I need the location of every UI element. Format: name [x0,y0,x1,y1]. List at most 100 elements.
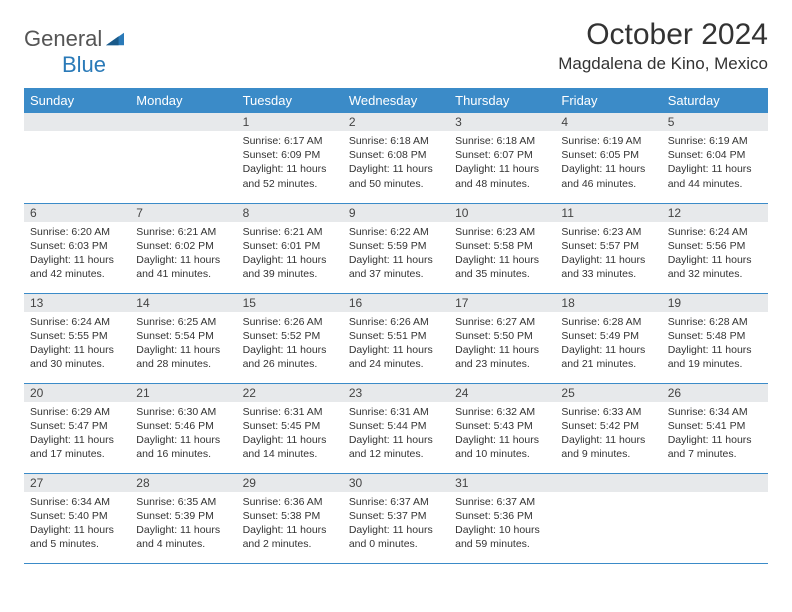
day-details: Sunrise: 6:23 AMSunset: 5:57 PMDaylight:… [555,222,661,286]
day-details: Sunrise: 6:28 AMSunset: 5:48 PMDaylight:… [662,312,768,376]
calendar-day-cell: 21Sunrise: 6:30 AMSunset: 5:46 PMDayligh… [130,383,236,473]
daylight-text: Daylight: 11 hours and 26 minutes. [243,343,337,371]
sunset-text: Sunset: 5:45 PM [243,419,337,433]
sunrise-text: Sunrise: 6:21 AM [136,225,230,239]
day-number [662,474,768,492]
day-number: 9 [343,204,449,222]
day-details: Sunrise: 6:26 AMSunset: 5:52 PMDaylight:… [237,312,343,376]
calendar-day-cell: 14Sunrise: 6:25 AMSunset: 5:54 PMDayligh… [130,293,236,383]
calendar-day-cell: 4Sunrise: 6:19 AMSunset: 6:05 PMDaylight… [555,113,661,203]
sunrise-text: Sunrise: 6:31 AM [349,405,443,419]
weekday-header: Saturday [662,88,768,113]
weekday-header: Thursday [449,88,555,113]
sunset-text: Sunset: 5:47 PM [30,419,124,433]
day-details: Sunrise: 6:23 AMSunset: 5:58 PMDaylight:… [449,222,555,286]
day-details: Sunrise: 6:31 AMSunset: 5:45 PMDaylight:… [237,402,343,466]
calendar-body: 1Sunrise: 6:17 AMSunset: 6:09 PMDaylight… [24,113,768,563]
calendar-day-cell: 27Sunrise: 6:34 AMSunset: 5:40 PMDayligh… [24,473,130,563]
day-number: 21 [130,384,236,402]
day-number: 13 [24,294,130,312]
day-number: 18 [555,294,661,312]
calendar-day-cell: 20Sunrise: 6:29 AMSunset: 5:47 PMDayligh… [24,383,130,473]
day-details: Sunrise: 6:37 AMSunset: 5:37 PMDaylight:… [343,492,449,556]
sunset-text: Sunset: 5:54 PM [136,329,230,343]
calendar-day-cell: 3Sunrise: 6:18 AMSunset: 6:07 PMDaylight… [449,113,555,203]
daylight-text: Daylight: 11 hours and 7 minutes. [668,433,762,461]
sunset-text: Sunset: 5:59 PM [349,239,443,253]
calendar-day-cell: 30Sunrise: 6:37 AMSunset: 5:37 PMDayligh… [343,473,449,563]
daylight-text: Daylight: 10 hours and 59 minutes. [455,523,549,551]
day-details: Sunrise: 6:26 AMSunset: 5:51 PMDaylight:… [343,312,449,376]
month-title: October 2024 [558,18,768,52]
day-details: Sunrise: 6:36 AMSunset: 5:38 PMDaylight:… [237,492,343,556]
daylight-text: Daylight: 11 hours and 39 minutes. [243,253,337,281]
sunrise-text: Sunrise: 6:27 AM [455,315,549,329]
daylight-text: Daylight: 11 hours and 30 minutes. [30,343,124,371]
day-details: Sunrise: 6:33 AMSunset: 5:42 PMDaylight:… [555,402,661,466]
sunset-text: Sunset: 5:36 PM [455,509,549,523]
day-number: 19 [662,294,768,312]
location: Magdalena de Kino, Mexico [558,54,768,74]
sunset-text: Sunset: 5:46 PM [136,419,230,433]
day-number: 10 [449,204,555,222]
brand-general: General [24,26,102,52]
daylight-text: Daylight: 11 hours and 37 minutes. [349,253,443,281]
sunset-text: Sunset: 6:03 PM [30,239,124,253]
day-number: 23 [343,384,449,402]
sunset-text: Sunset: 5:39 PM [136,509,230,523]
day-details: Sunrise: 6:25 AMSunset: 5:54 PMDaylight:… [130,312,236,376]
sunrise-text: Sunrise: 6:34 AM [668,405,762,419]
day-number [24,113,130,131]
sunrise-text: Sunrise: 6:22 AM [349,225,443,239]
day-details: Sunrise: 6:32 AMSunset: 5:43 PMDaylight:… [449,402,555,466]
day-details: Sunrise: 6:28 AMSunset: 5:49 PMDaylight:… [555,312,661,376]
sunrise-text: Sunrise: 6:28 AM [561,315,655,329]
calendar-day-cell: 23Sunrise: 6:31 AMSunset: 5:44 PMDayligh… [343,383,449,473]
daylight-text: Daylight: 11 hours and 52 minutes. [243,162,337,190]
calendar-day-cell: 19Sunrise: 6:28 AMSunset: 5:48 PMDayligh… [662,293,768,383]
day-details: Sunrise: 6:19 AMSunset: 6:05 PMDaylight:… [555,131,661,195]
sunrise-text: Sunrise: 6:24 AM [30,315,124,329]
calendar-day-cell: 24Sunrise: 6:32 AMSunset: 5:43 PMDayligh… [449,383,555,473]
daylight-text: Daylight: 11 hours and 21 minutes. [561,343,655,371]
sunset-text: Sunset: 5:48 PM [668,329,762,343]
sunset-text: Sunset: 5:41 PM [668,419,762,433]
sunset-text: Sunset: 5:42 PM [561,419,655,433]
daylight-text: Daylight: 11 hours and 17 minutes. [30,433,124,461]
daylight-text: Daylight: 11 hours and 33 minutes. [561,253,655,281]
calendar-day-cell: 28Sunrise: 6:35 AMSunset: 5:39 PMDayligh… [130,473,236,563]
calendar-day-cell: 7Sunrise: 6:21 AMSunset: 6:02 PMDaylight… [130,203,236,293]
daylight-text: Daylight: 11 hours and 16 minutes. [136,433,230,461]
sunrise-text: Sunrise: 6:23 AM [561,225,655,239]
day-details: Sunrise: 6:31 AMSunset: 5:44 PMDaylight:… [343,402,449,466]
sunrise-text: Sunrise: 6:37 AM [349,495,443,509]
day-details: Sunrise: 6:30 AMSunset: 5:46 PMDaylight:… [130,402,236,466]
daylight-text: Daylight: 11 hours and 24 minutes. [349,343,443,371]
sunrise-text: Sunrise: 6:33 AM [561,405,655,419]
day-details: Sunrise: 6:34 AMSunset: 5:40 PMDaylight:… [24,492,130,556]
day-details: Sunrise: 6:37 AMSunset: 5:36 PMDaylight:… [449,492,555,556]
calendar-week-row: 27Sunrise: 6:34 AMSunset: 5:40 PMDayligh… [24,473,768,563]
sunrise-text: Sunrise: 6:19 AM [561,134,655,148]
calendar-day-cell: 8Sunrise: 6:21 AMSunset: 6:01 PMDaylight… [237,203,343,293]
calendar-day-cell: 18Sunrise: 6:28 AMSunset: 5:49 PMDayligh… [555,293,661,383]
sunset-text: Sunset: 5:50 PM [455,329,549,343]
day-number: 25 [555,384,661,402]
sunset-text: Sunset: 5:51 PM [349,329,443,343]
sunrise-text: Sunrise: 6:23 AM [455,225,549,239]
day-details: Sunrise: 6:22 AMSunset: 5:59 PMDaylight:… [343,222,449,286]
calendar-day-cell: 15Sunrise: 6:26 AMSunset: 5:52 PMDayligh… [237,293,343,383]
daylight-text: Daylight: 11 hours and 0 minutes. [349,523,443,551]
day-details: Sunrise: 6:20 AMSunset: 6:03 PMDaylight:… [24,222,130,286]
day-number [555,474,661,492]
sunrise-text: Sunrise: 6:25 AM [136,315,230,329]
day-number: 11 [555,204,661,222]
day-details: Sunrise: 6:24 AMSunset: 5:56 PMDaylight:… [662,222,768,286]
day-details: Sunrise: 6:27 AMSunset: 5:50 PMDaylight:… [449,312,555,376]
sunrise-text: Sunrise: 6:26 AM [243,315,337,329]
title-block: October 2024 Magdalena de Kino, Mexico [558,18,768,74]
daylight-text: Daylight: 11 hours and 35 minutes. [455,253,549,281]
calendar-day-cell: 9Sunrise: 6:22 AMSunset: 5:59 PMDaylight… [343,203,449,293]
day-details: Sunrise: 6:34 AMSunset: 5:41 PMDaylight:… [662,402,768,466]
day-details: Sunrise: 6:17 AMSunset: 6:09 PMDaylight:… [237,131,343,195]
